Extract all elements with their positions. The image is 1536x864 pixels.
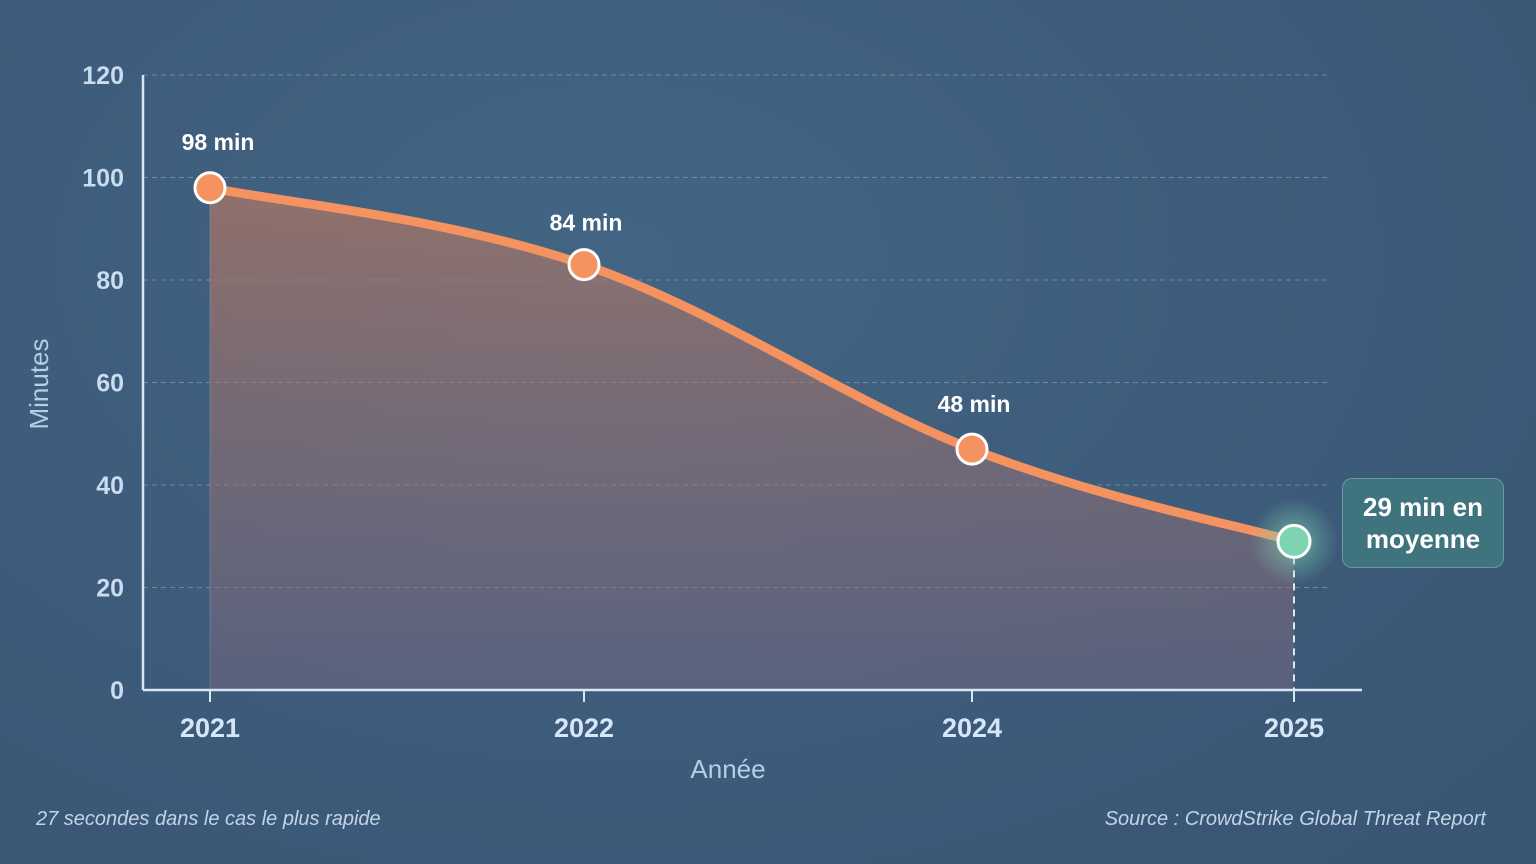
y-tick-40: 40 <box>96 472 124 500</box>
area-fill <box>210 187 1294 690</box>
x-tick-2024: 2024 <box>942 713 1002 743</box>
y-tick-20: 20 <box>96 575 124 603</box>
x-axis-title: Année <box>690 754 765 784</box>
point-2022 <box>567 248 601 282</box>
y-tick-60: 60 <box>96 370 124 398</box>
y-tick-100: 100 <box>82 165 124 193</box>
y-tick-120: 120 <box>82 62 124 90</box>
y-tick-0: 0 <box>110 677 124 705</box>
point-2025 <box>1276 523 1312 559</box>
y-axis-title: Minutes <box>24 338 54 429</box>
x-tick-2021: 2021 <box>180 713 240 743</box>
x-tick-2022: 2022 <box>554 713 614 743</box>
average-callout: 29 min en moyenne <box>1342 478 1504 568</box>
point-2024 <box>955 432 989 466</box>
y-tick-80: 80 <box>96 267 124 295</box>
data-label-2022: 84 min <box>550 210 623 236</box>
point-2021 <box>193 171 227 205</box>
source-note: Source : CrowdStrike Global Threat Repor… <box>1104 808 1486 830</box>
x-tick-2025: 2025 <box>1264 713 1324 743</box>
data-label-2024: 48 min <box>938 391 1011 417</box>
footnote-fastest-case: 27 secondes dans le cas le plus rapide <box>36 808 381 830</box>
series-line <box>205 183 1299 546</box>
data-label-2021: 98 min <box>182 129 255 155</box>
